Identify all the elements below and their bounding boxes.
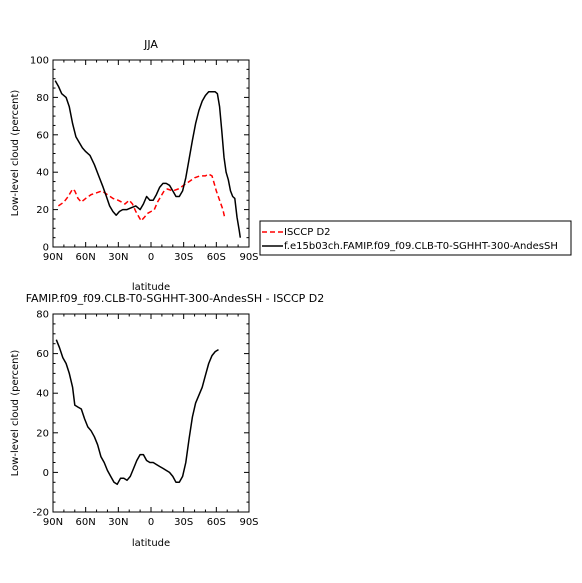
bottom-y-tick-label: 0 [43,468,49,479]
bottom-x-tick-label: 30N [108,517,128,528]
bottom-chart: FAMIP.f09_f09.CLB-T0-SGHHT-300-AndesSH -… [10,292,324,549]
bottom-x-tick-label: 60N [76,517,96,528]
top-y-tick-label: 40 [36,168,49,179]
legend-label-model: f.e15b03ch.FAMIP.f09_f09.CLB-T0-SGHHT-30… [284,241,558,252]
top-series-line-model [54,80,242,238]
top-x-tick-label: 30S [174,252,193,263]
top-x-tick-label: 60S [207,252,226,263]
bottom-chart-ylabel: Low-level cloud (percent) [10,350,21,477]
top-chart-ylabel: Low-level cloud (percent) [10,90,21,217]
top-chart-title: JJA [143,38,158,51]
top-x-tick-label: 30N [108,252,128,263]
bottom-y-tick-label: 40 [36,389,49,400]
bottom-chart-xlabel: latitude [132,538,170,549]
top-chart-legend: ISCCP D2 f.e15b03ch.FAMIP.f09_f09.CLB-T0… [259,220,572,256]
bottom-x-tick-label: 30S [174,517,193,528]
bottom-y-tick-label: -20 [33,508,49,519]
top-y-tick-label: 20 [36,205,49,216]
bottom-y-tick-label: 80 [36,310,49,321]
top-series-line-isccp [57,173,226,222]
bottom-x-tick-label: 0 [148,517,154,528]
top-chart-xlabel: latitude [132,282,170,293]
legend-label-isccp: ISCCP D2 [284,227,331,238]
top-x-tick-label: 60N [76,252,96,263]
top-y-tick-label: 80 [36,93,49,104]
top-x-tick-label: 90N [43,252,63,263]
bottom-x-tick-label: 90S [239,517,258,528]
top-x-tick-label: 90S [239,252,258,263]
top-y-tick-label: 60 [36,130,49,141]
top-y-tick-label: 0 [43,243,49,254]
top-y-tick-label: 100 [30,56,49,67]
top-chart-frame [52,59,250,248]
bottom-chart-title: FAMIP.f09_f09.CLB-T0-SGHHT-300-AndesSH -… [26,292,325,305]
bottom-x-tick-label: 60S [207,517,226,528]
top-chart: JJA 90N 60N 30N 0 30S 60S 90S 0 20 40 60 80 100 lati… [10,38,259,293]
top-x-tick-label: 0 [148,252,154,263]
legend-box [259,220,572,256]
bottom-y-tick-label: 60 [36,349,49,360]
bottom-x-tick-label: 90N [43,517,63,528]
bottom-y-tick-label: 20 [36,428,49,439]
bottom-series-line-model [55,339,219,486]
